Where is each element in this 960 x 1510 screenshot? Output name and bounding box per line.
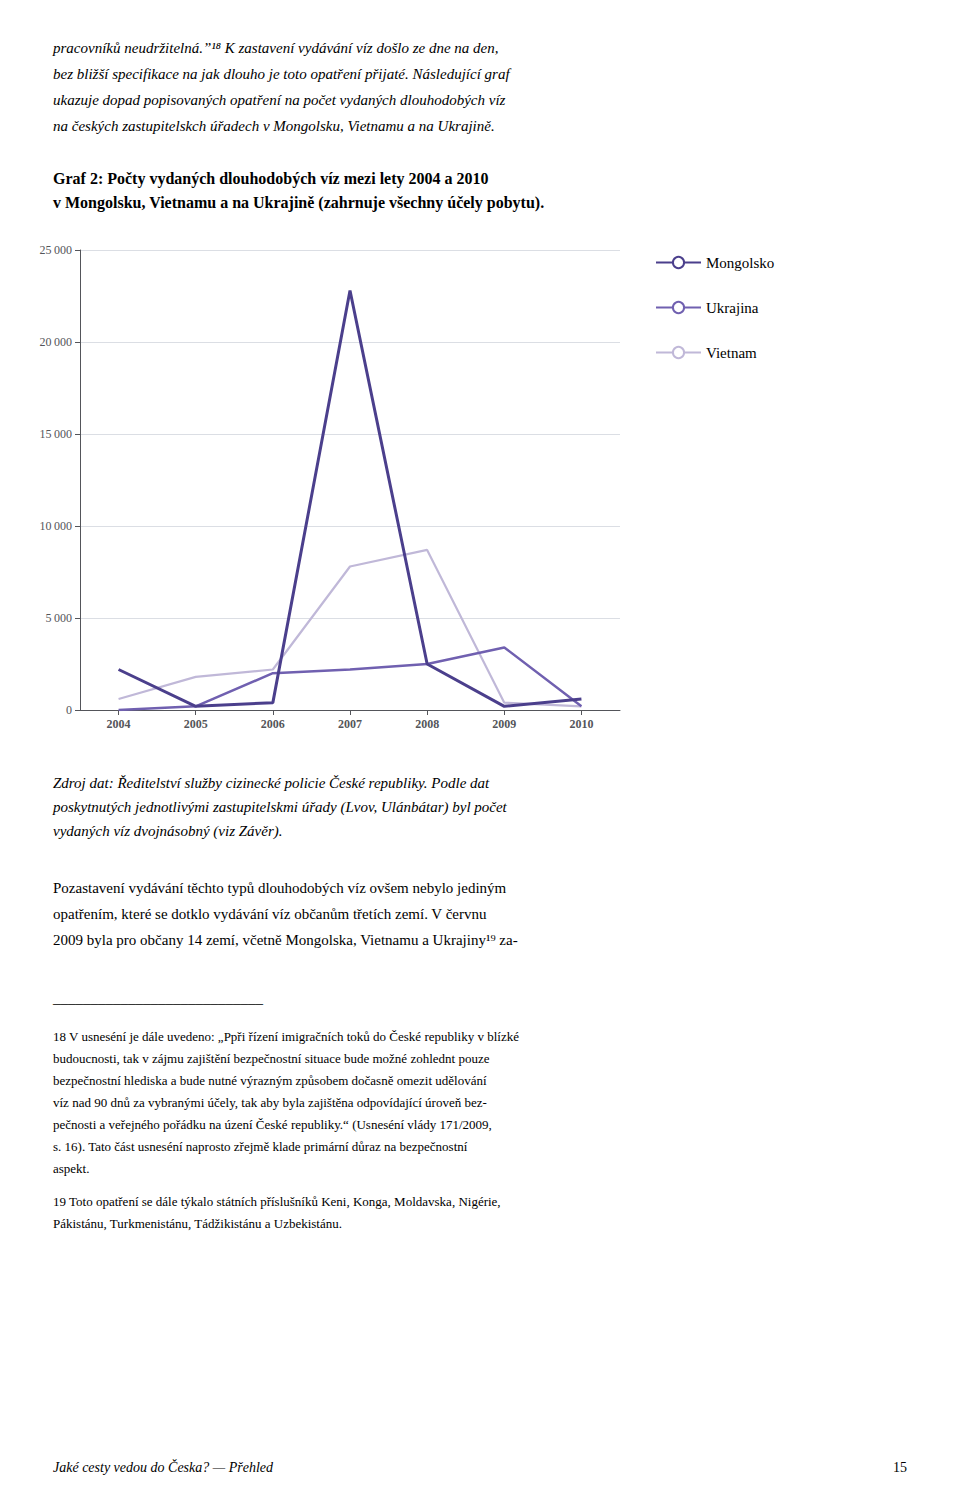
- svg-text:20 000: 20 000: [40, 335, 72, 349]
- svg-text:Vietnam: Vietnam: [706, 345, 757, 361]
- svg-text:25 000: 25 000: [40, 243, 72, 257]
- svg-text:opatřením, které se dotklo vyd: opatřením, které se dotklo vydávání víz …: [53, 906, 487, 922]
- svg-text:aspekt.: aspekt.: [53, 1161, 89, 1176]
- svg-text:pracovníků neudržitelná.”¹⁸ K: pracovníků neudržitelná.”¹⁸ K zastavení …: [52, 40, 498, 56]
- svg-text:Zdroj dat: Ředitelství služby: Zdroj dat: Ředitelství služby cizinecké …: [53, 775, 490, 791]
- svg-text:2004: 2004: [107, 717, 131, 731]
- svg-text:s. 16). Tato část usneséní nap: s. 16). Tato část usneséní naprosto zřej…: [53, 1139, 468, 1154]
- svg-text:Ukrajina: Ukrajina: [706, 300, 759, 316]
- svg-text:2006: 2006: [261, 717, 285, 731]
- svg-text:víz nad 90 dnů za vybranými úč: víz nad 90 dnů za vybranými účely, tak a…: [53, 1095, 487, 1110]
- svg-text:15 000: 15 000: [40, 427, 72, 441]
- svg-text:10 000: 10 000: [40, 519, 72, 533]
- svg-text:19 Toto opatření se dále týkal: 19 Toto opatření se dále týkalo státních…: [53, 1194, 501, 1209]
- svg-text:0: 0: [66, 703, 72, 717]
- svg-text:budoucnosti, tak v zájmu zajiš: budoucnosti, tak v zájmu zajištění bezpe…: [53, 1051, 490, 1066]
- svg-text:Pozastavení vydávání těchto ty: Pozastavení vydávání těchto typů dlouhod…: [53, 880, 507, 896]
- svg-text:2007: 2007: [338, 717, 362, 731]
- svg-text:bezpečnostní hlediska a bude n: bezpečnostní hlediska a bude nutné výraz…: [53, 1073, 487, 1088]
- svg-text:Mongolsko: Mongolsko: [706, 255, 774, 271]
- svg-text:vydaných víz dvojnásobný (viz: vydaných víz dvojnásobný (viz Závěr).: [53, 823, 283, 840]
- svg-text:18 V usneséní je dále uvedeno:: 18 V usneséní je dále uvedeno: „Ppři říz…: [53, 1029, 519, 1044]
- svg-text:Graf 2: Počty vydaných dlouhod: Graf 2: Počty vydaných dlouhodobých víz …: [53, 170, 489, 188]
- svg-text:pečnosti a veřejného pořádku n: pečnosti a veřejného pořádku na úzení Če…: [53, 1117, 492, 1132]
- svg-text:2010: 2010: [569, 717, 593, 731]
- svg-text:____________________________: ____________________________: [52, 990, 264, 1006]
- svg-text:2005: 2005: [184, 717, 208, 731]
- svg-text:2009 byla pro občany 14 zemí,: 2009 byla pro občany 14 zemí, včetně Mon…: [53, 932, 518, 948]
- svg-text:Pákistánu, Turkmenistánu, Tádž: Pákistánu, Turkmenistánu, Tádžikistánu a…: [53, 1216, 342, 1231]
- svg-text:2009: 2009: [492, 717, 516, 731]
- svg-text:na českých zastupitelskch úřad: na českých zastupitelskch úřadech v Mong…: [53, 118, 495, 134]
- svg-text:bez bližší specifikace na jak: bez bližší specifikace na jak dlouho je …: [53, 66, 511, 82]
- svg-text:15: 15: [893, 1460, 907, 1475]
- svg-text:ukazuje dopad popisovaných opa: ukazuje dopad popisovaných opatření na p…: [53, 92, 506, 108]
- svg-text:5 000: 5 000: [46, 611, 72, 625]
- svg-text:v Mongolsku, Vietnamu a na Ukr: v Mongolsku, Vietnamu a na Ukrajině (zah…: [53, 194, 544, 212]
- svg-text:2008: 2008: [415, 717, 439, 731]
- svg-text:Jaké cesty vedou do Česka? — P: Jaké cesty vedou do Česka? — Přehled: [53, 1459, 274, 1475]
- svg-text:poskytnutých jednotlivými zast: poskytnutých jednotlivými zastupitelskmi…: [52, 799, 508, 816]
